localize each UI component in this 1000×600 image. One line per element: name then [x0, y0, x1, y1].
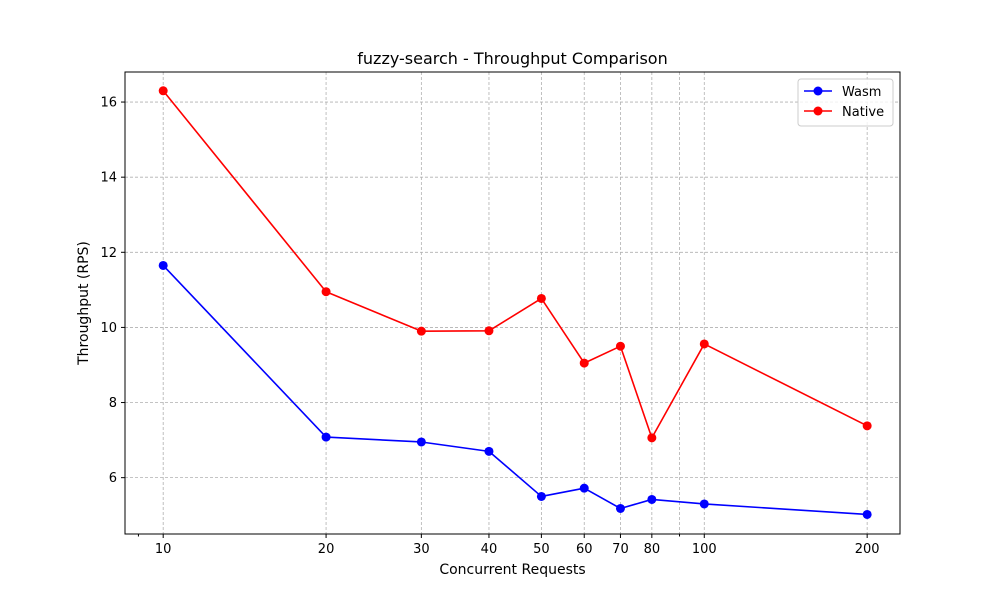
x-tick-label: 50 — [533, 542, 550, 557]
legend: Wasm Native — [797, 78, 894, 127]
y-tick-label: 16 — [100, 96, 117, 111]
x-tick-label: 100 — [692, 542, 717, 557]
legend-label-wasm: Wasm — [842, 85, 881, 100]
data-point-native — [321, 287, 331, 297]
data-point-wasm — [615, 503, 625, 513]
y-tick-label: 6 — [109, 471, 117, 486]
grid — [125, 72, 900, 534]
series-line-native — [162, 90, 868, 439]
y-tick-label: 12 — [100, 246, 117, 261]
data-point-native — [416, 326, 426, 336]
data-point-wasm — [484, 446, 494, 456]
x-tick-label: 20 — [318, 542, 335, 557]
x-tick-label: 30 — [413, 542, 430, 557]
x-tick-label: 80 — [644, 542, 661, 557]
data-point-native — [647, 433, 657, 443]
axis-ticks: 10 20 30 40 50 60 70 80 100 200 6 8 10 12 14 16 — [100, 96, 879, 557]
legend-label-native: Native — [842, 105, 884, 120]
data-point-native — [699, 339, 709, 349]
data-point-native — [536, 293, 546, 303]
data-point-wasm — [536, 491, 546, 501]
data-point-wasm — [579, 483, 589, 493]
series-layer — [158, 86, 872, 519]
data-point-wasm — [647, 494, 657, 504]
data-point-native — [158, 86, 168, 96]
data-point-native — [579, 358, 589, 368]
plot-area-border — [124, 71, 901, 535]
series-line-wasm — [162, 264, 868, 516]
y-tick-label: 10 — [100, 321, 117, 336]
legend-marker-wasm — [813, 86, 823, 96]
data-point-native — [862, 421, 872, 431]
x-tick-label: 200 — [855, 542, 880, 557]
x-tick-label: 60 — [576, 542, 593, 557]
y-tick-label: 14 — [100, 171, 117, 186]
chart-title: fuzzy-search - Throughput Comparison — [357, 49, 667, 68]
data-point-wasm — [699, 499, 709, 509]
y-tick-label: 8 — [109, 396, 117, 411]
x-tick-label: 40 — [481, 542, 498, 557]
data-point-wasm — [862, 509, 872, 519]
data-point-native — [484, 326, 494, 336]
y-axis-label: Throughput (RPS) — [76, 241, 92, 366]
x-tick-label: 10 — [155, 542, 172, 557]
data-point-native — [615, 341, 625, 351]
data-point-wasm — [158, 260, 168, 270]
x-axis-label: Concurrent Requests — [439, 562, 585, 578]
x-tick-label: 70 — [612, 542, 629, 557]
data-point-wasm — [416, 437, 426, 447]
data-point-wasm — [321, 432, 331, 442]
legend-marker-native — [813, 106, 823, 116]
